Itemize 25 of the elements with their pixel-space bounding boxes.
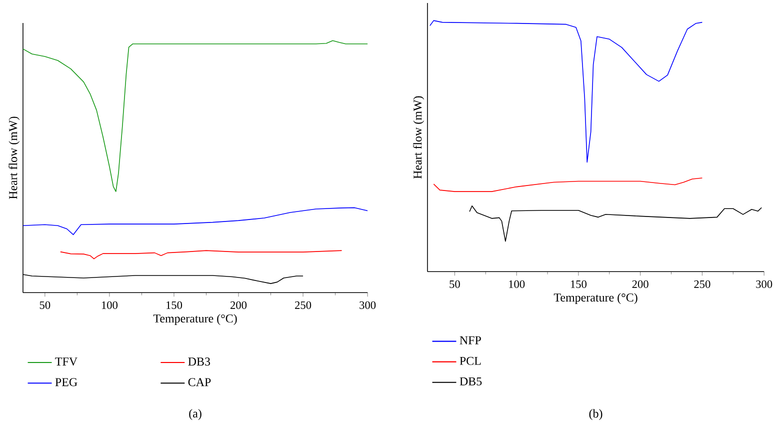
legend-label: CAP bbox=[188, 378, 211, 386]
x-tick-label: 300 bbox=[360, 301, 376, 309]
x-tick-label: 150 bbox=[166, 301, 182, 309]
x-tick-label: 100 bbox=[102, 301, 118, 309]
y-axis-title: Heart flow (mW) bbox=[8, 116, 20, 199]
text: (a) bbox=[189, 408, 202, 420]
text: (b) bbox=[589, 408, 602, 420]
x-tick-label: 100 bbox=[509, 280, 525, 288]
x-tick-label: 200 bbox=[230, 301, 247, 309]
y-axis-title: Heart flow (mW) bbox=[413, 96, 424, 178]
x-tick-label: 50 bbox=[450, 280, 460, 288]
legend-label: DB3 bbox=[188, 357, 210, 366]
x-tick-label: 250 bbox=[295, 301, 312, 309]
x-axis-title: Temperature (°C) bbox=[153, 314, 237, 325]
legend-label: TFV bbox=[55, 357, 78, 366]
x-tick-label: 300 bbox=[756, 280, 772, 288]
legend-label: DB5 bbox=[460, 377, 482, 386]
x-tick-label: 200 bbox=[632, 280, 648, 288]
legend-label: PCL bbox=[460, 356, 481, 365]
x-tick-label: 150 bbox=[570, 280, 586, 288]
x-tick-label: 50 bbox=[40, 301, 50, 309]
legend-label: PEG bbox=[55, 378, 78, 386]
x-tick-label: 250 bbox=[694, 280, 710, 288]
x-axis-title: Temperature (°C) bbox=[554, 292, 638, 304]
legend-label: NFP bbox=[460, 336, 481, 344]
